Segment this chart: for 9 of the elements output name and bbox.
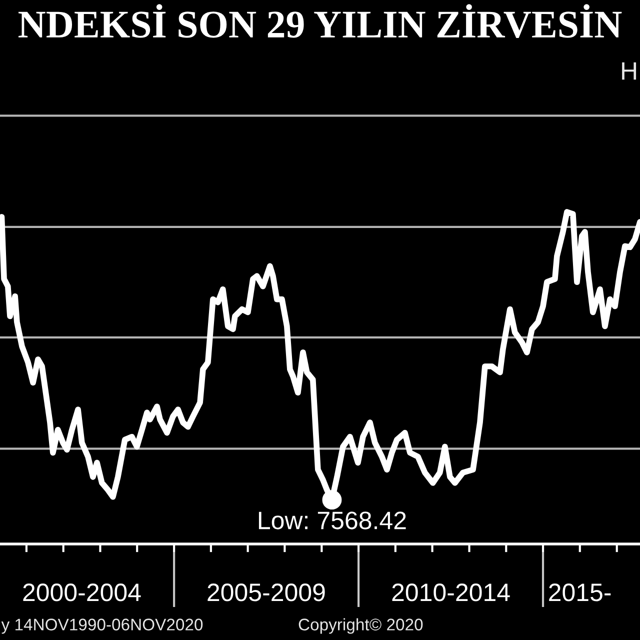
chart-title: NDEKSİ SON 29 YILIN ZİRVESİN <box>18 4 622 38</box>
annotation: Low: 7568.42 <box>258 512 406 530</box>
x-tick-label: 2015- <box>549 584 611 602</box>
text: H <box>622 62 636 80</box>
text: Copyright© 2020 <box>298 618 423 634</box>
text: y 14NOV1990-06NOV2020 <box>1 618 203 634</box>
x-tick-label: 2000-2004 <box>23 584 141 602</box>
x-tick-label: 2010-2014 <box>392 584 510 602</box>
x-tick-label: 2005-2009 <box>208 584 325 602</box>
